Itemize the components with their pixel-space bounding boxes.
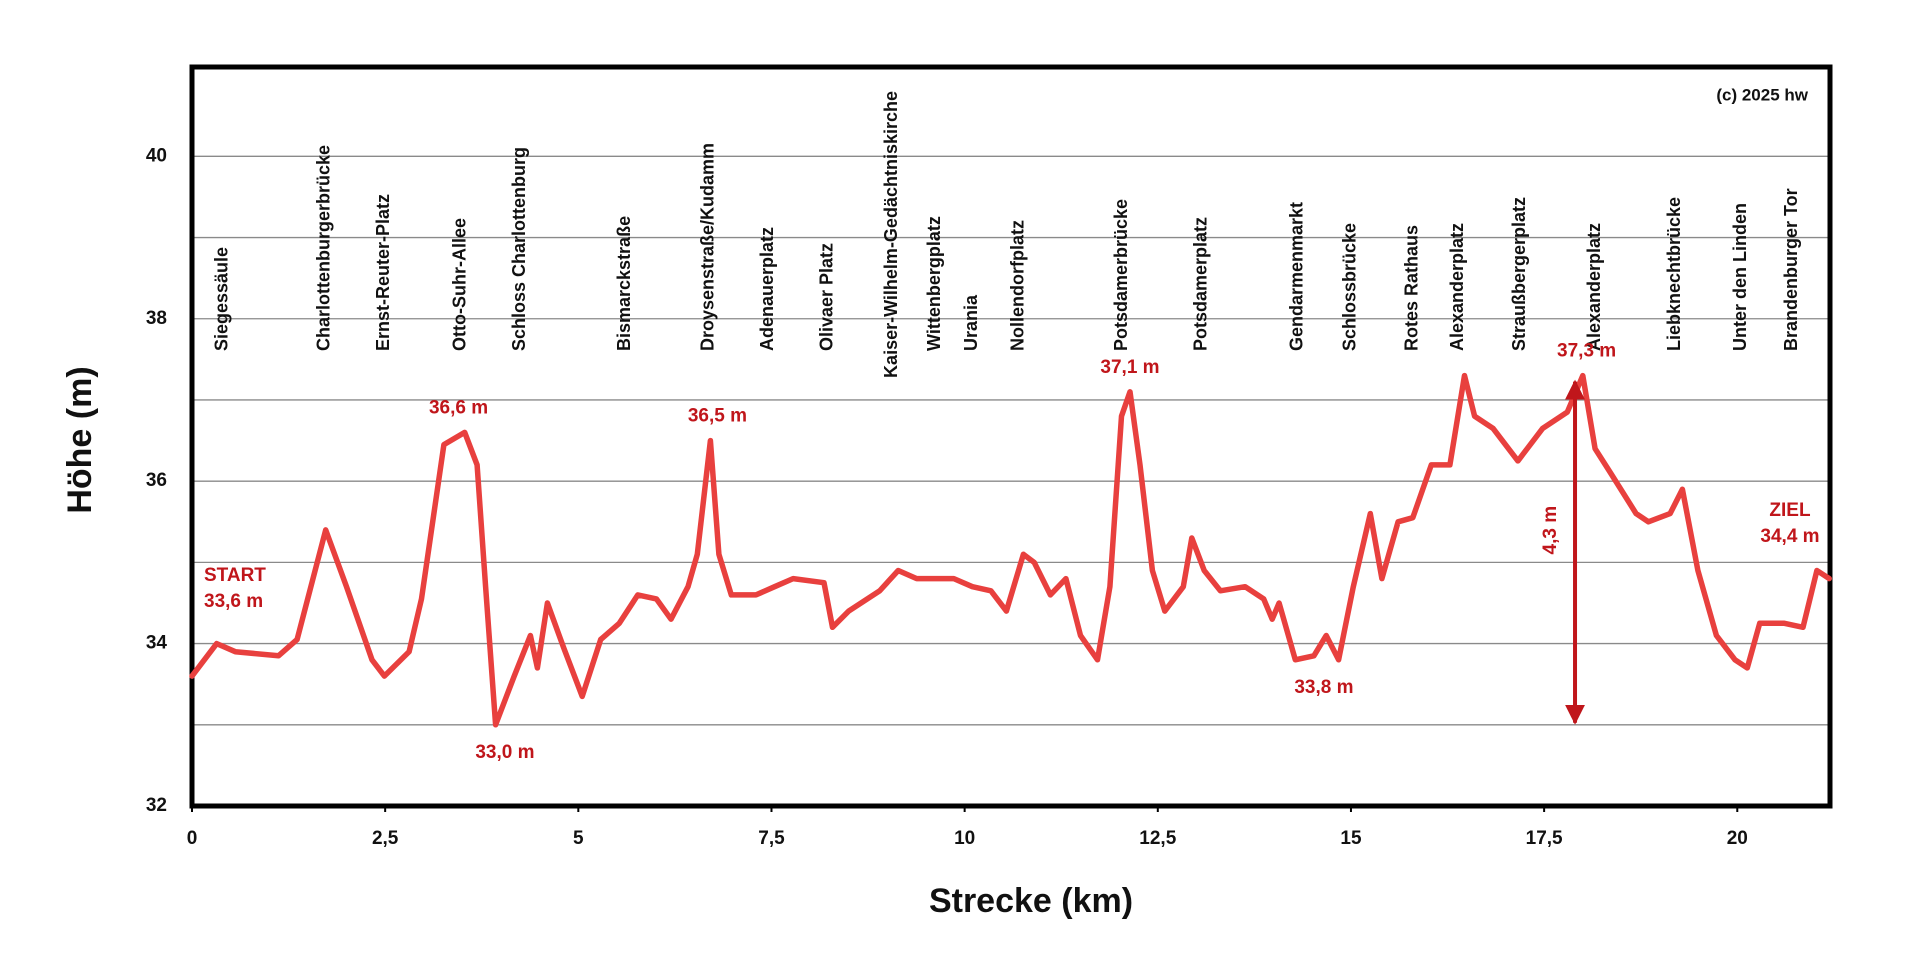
value-annotation: 36,6 m [429,397,488,418]
station-label: Wittenbergplatz [924,216,944,351]
x-tick-label: 7,5 [758,828,785,849]
station-label: Brandenburger Tor [1781,188,1801,351]
value-annotation: 33,0 m [475,742,534,763]
station-label: Bismarckstraße [614,216,634,351]
station-label: Potsdamerplatz [1191,217,1211,351]
x-axis-title: Strecke (km) [929,882,1133,920]
station-label: Otto-Suhr-Allee [450,218,470,351]
finish-label: 34,4 m [1760,526,1819,547]
span-label: 4,3 m [1540,506,1561,555]
finish-title: ZIEL [1769,500,1811,521]
x-tick-label: 12,5 [1139,828,1176,849]
station-label: Straußbergerplatz [1509,197,1529,351]
y-tick-label: 32 [146,795,167,816]
x-tick-label: 15 [1340,828,1362,849]
station-label: Urania [961,294,981,351]
x-tick-label: 10 [954,828,975,849]
station-label: Nollendorfplatz [1007,220,1027,351]
plot-frame [189,64,1833,809]
station-label: Charlottenburgerbrücke [314,145,334,351]
station-label: Kaiser-Wilhelm-Gedächtniskirche [881,91,901,378]
x-tick-label: 20 [1727,828,1748,849]
credit: (c) 2025 hw [1716,85,1808,104]
y-tick-label: 38 [146,308,167,329]
value-annotation: 37,1 m [1100,357,1159,378]
station-label: Schloss Charlottenburg [509,147,529,351]
station-label: Siegessäule [212,247,232,351]
station-label: Liebknechtbrücke [1664,197,1684,351]
y-tick-label: 34 [146,633,168,654]
value-annotation: 37,3 m [1557,341,1616,362]
station-label: Unter den Linden [1730,203,1750,351]
y-tick-label: 36 [146,470,167,491]
station-label: Alexanderplatz [1447,223,1467,351]
x-tick-label: 2,5 [372,828,399,849]
station-label: Droysenstraße/Kudamm [698,143,718,351]
value-annotation: 36,5 m [688,406,747,427]
value-annotation: 33,8 m [1294,677,1353,698]
y-tick-label: 40 [146,145,167,166]
station-label: Rotes Rathaus [1402,225,1422,351]
station-label: Olivaer Platz [817,243,837,351]
elevation-line [189,372,1832,728]
station-label: Gendarmenmarkt [1286,202,1306,351]
start-label: 33,6 m [204,591,263,612]
station-label: Adenauerplatz [757,227,777,351]
station-label: Ernst-Reuter-Platz [373,194,393,351]
station-label: Schlossbrücke [1340,223,1360,351]
x-tick-label: 17,5 [1526,828,1563,849]
station-label: Potsdamerbrücke [1111,199,1131,351]
x-tick-label: 5 [573,828,584,849]
station-label: Alexanderplatz [1584,223,1604,351]
start-title: START [204,565,266,586]
y-axis-title: Höhe (m) [61,366,99,513]
x-tick-label: 0 [187,828,198,849]
